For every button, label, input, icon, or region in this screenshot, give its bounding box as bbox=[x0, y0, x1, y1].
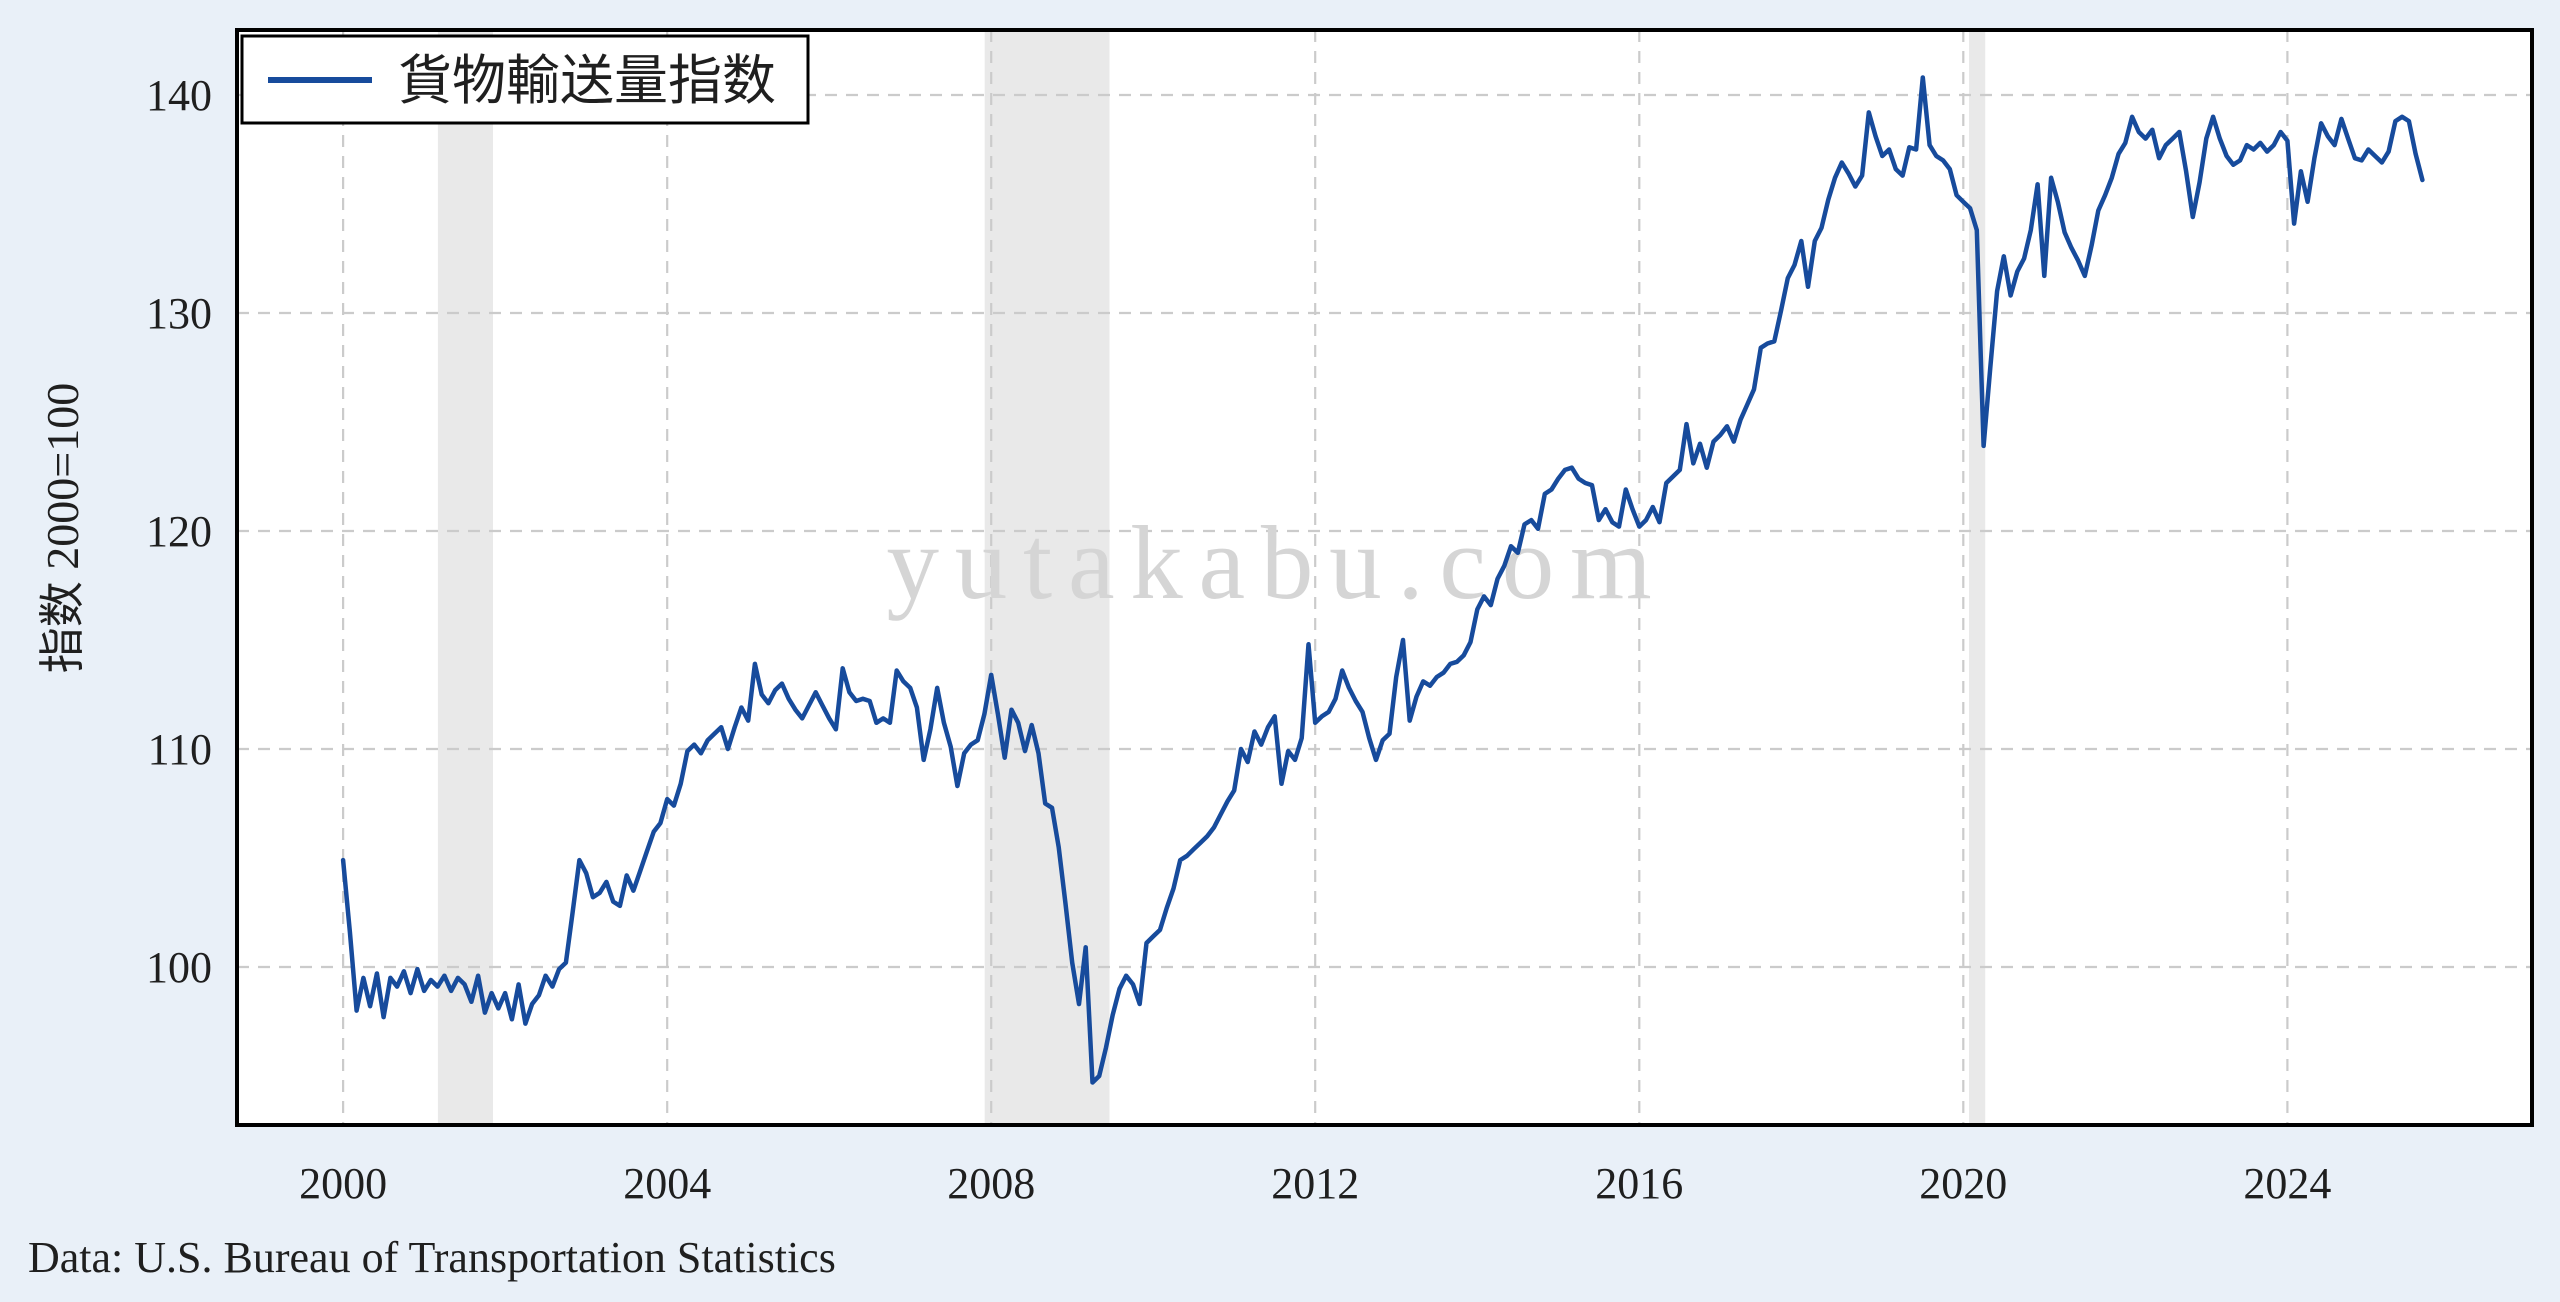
recession-band bbox=[1969, 30, 1986, 1125]
x-tick-label: 2024 bbox=[2243, 1159, 2331, 1208]
y-axis-tick-labels: 100 110 120 130 140 bbox=[146, 71, 212, 992]
x-tick-label: 2016 bbox=[1595, 1159, 1683, 1208]
x-tick-label: 2004 bbox=[623, 1159, 711, 1208]
y-tick-label: 110 bbox=[148, 725, 212, 774]
plot-frame bbox=[235, 28, 2534, 1127]
legend-label: 貨物輸送量指数 bbox=[398, 51, 776, 111]
recession-band bbox=[984, 30, 1110, 1125]
series-line-freight-index bbox=[340, 75, 2425, 1085]
source-note: Data: U.S. Bureau of Transportation Stat… bbox=[28, 1233, 836, 1282]
x-axis-tick-labels: 2000 2004 2008 2012 2016 2020 2024 bbox=[299, 1159, 2331, 1208]
x-tick-label: 2012 bbox=[1271, 1159, 1359, 1208]
y-tick-label: 140 bbox=[146, 71, 212, 120]
x-tick-label: 2020 bbox=[1919, 1159, 2007, 1208]
recession-band bbox=[437, 30, 493, 1125]
legend: 貨物輸送量指数 bbox=[240, 34, 810, 125]
y-tick-label: 100 bbox=[146, 943, 212, 992]
y-tick-label: 120 bbox=[146, 507, 212, 556]
x-tick-label: 2008 bbox=[947, 1159, 1035, 1208]
x-tick-label: 2000 bbox=[299, 1159, 387, 1208]
watermark: yutakabu.com bbox=[887, 504, 1668, 621]
plot-area bbox=[237, 30, 2532, 1125]
y-axis-label: 指数 2000=100 bbox=[37, 383, 88, 673]
y-tick-label: 130 bbox=[146, 289, 212, 338]
